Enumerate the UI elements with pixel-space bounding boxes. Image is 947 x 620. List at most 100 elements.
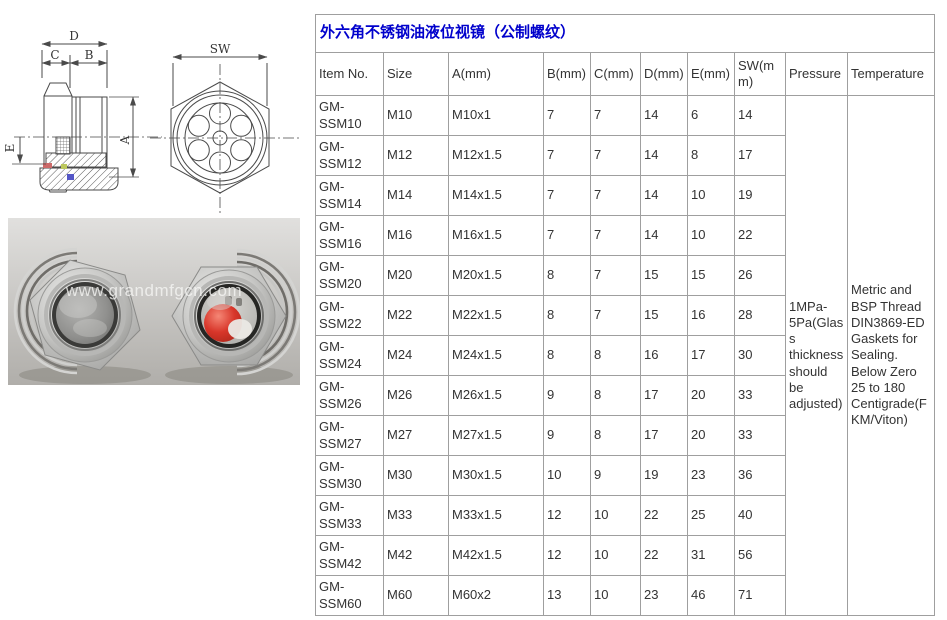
temperature-cell: Metric and BSP Thread DIN3869-ED Gaskets… bbox=[846, 95, 936, 616]
spec-cell: GM-SSM14 bbox=[315, 175, 384, 216]
spec-cell: 12 bbox=[543, 495, 591, 536]
spec-cell: 8 bbox=[590, 415, 641, 456]
spec-cell: 10 bbox=[543, 455, 591, 496]
column-header: SW(mm) bbox=[734, 52, 786, 96]
spec-cell: 8 bbox=[687, 135, 735, 176]
spec-cell: 7 bbox=[590, 255, 641, 296]
spec-cell: 20 bbox=[687, 375, 735, 416]
spec-cell: M24x1.5 bbox=[448, 335, 544, 376]
spec-cell: 7 bbox=[543, 215, 591, 256]
spec-cell: 17 bbox=[640, 415, 688, 456]
product-photo: www.grandmfgcn.com bbox=[8, 218, 300, 385]
column-header: Size bbox=[383, 52, 449, 96]
spec-cell: 16 bbox=[640, 335, 688, 376]
spec-cell: 10 bbox=[590, 495, 641, 536]
spec-cell: 7 bbox=[590, 135, 641, 176]
column-header: A(mm) bbox=[448, 52, 544, 96]
table-row: GM-SSM60 M60 M60x2 13 10 23 46 71 bbox=[315, 575, 935, 616]
column-header: B(mm) bbox=[543, 52, 591, 96]
spec-cell: 31 bbox=[687, 535, 735, 576]
spec-cell: M22x1.5 bbox=[448, 295, 544, 336]
spec-cell: 46 bbox=[687, 575, 735, 616]
spec-cell: 28 bbox=[734, 295, 786, 336]
spec-cell: 8 bbox=[590, 335, 641, 376]
spec-cell: 26 bbox=[734, 255, 786, 296]
spec-cell: M10 bbox=[383, 95, 449, 136]
table-row: GM-SSM26 M26 M26x1.5 9 8 17 20 33 bbox=[315, 375, 935, 416]
spec-cell: 25 bbox=[687, 495, 735, 536]
spec-cell: 15 bbox=[687, 255, 735, 296]
spec-cell: 10 bbox=[590, 575, 641, 616]
spec-cell: M12 bbox=[383, 135, 449, 176]
spec-cell: GM-SSM20 bbox=[315, 255, 384, 296]
spec-cell: M26 bbox=[383, 375, 449, 416]
page-title: 外六角不锈钢油液位视镜（公制螺纹） bbox=[314, 14, 936, 53]
dim-label-a: A bbox=[118, 135, 132, 145]
spec-cell: 9 bbox=[543, 415, 591, 456]
spec-cell: GM-SSM26 bbox=[315, 375, 384, 416]
spec-cell: M20 bbox=[383, 255, 449, 296]
spec-cell: M42x1.5 bbox=[448, 535, 544, 576]
spec-cell: 17 bbox=[640, 375, 688, 416]
spec-cell: GM-SSM10 bbox=[315, 95, 384, 136]
spec-cell: 8 bbox=[543, 335, 591, 376]
spec-cell: 12 bbox=[543, 535, 591, 576]
spec-cell: M27 bbox=[383, 415, 449, 456]
spec-cell: 14 bbox=[640, 135, 688, 176]
dim-label-e: E bbox=[3, 144, 17, 153]
spec-cell: 8 bbox=[543, 295, 591, 336]
spec-cell: 33 bbox=[734, 375, 786, 416]
dim-label-d: D bbox=[69, 29, 79, 43]
spec-cell: 40 bbox=[734, 495, 786, 536]
spec-cell: 14 bbox=[640, 95, 688, 136]
spec-cell: 56 bbox=[734, 535, 786, 576]
spec-cell: 9 bbox=[543, 375, 591, 416]
spec-cell: M30 bbox=[383, 455, 449, 496]
table-header-row: Item No. Size A(mm) B(mm) C(mm) D(mm) E(mm) SW(… bbox=[315, 52, 936, 96]
spec-cell: 10 bbox=[590, 535, 641, 576]
spec-cell: 15 bbox=[640, 295, 688, 336]
spec-cell: M60 bbox=[383, 575, 449, 616]
spec-cell: 30 bbox=[734, 335, 786, 376]
table-row: GM-SSM27 M27 M27x1.5 9 8 17 20 33 bbox=[315, 415, 935, 456]
table-row: GM-SSM42 M42 M42x1.5 12 10 22 31 56 bbox=[315, 535, 935, 576]
sight-glass-right bbox=[165, 248, 300, 384]
spec-cell: 7 bbox=[590, 215, 641, 256]
column-header: Pressure bbox=[785, 52, 848, 96]
spec-table-body: GM-SSM10 M10 M10x1 7 7 14 6 14 1MPa-5Pa(Glass th… bbox=[315, 95, 936, 616]
table-row: GM-SSM10 M10 M10x1 7 7 14 6 14 1MPa-5Pa(Glass th… bbox=[315, 95, 936, 616]
spec-cell: 7 bbox=[543, 135, 591, 176]
spec-cell: 23 bbox=[687, 455, 735, 496]
technical-drawing: D C B E A SW bbox=[3, 29, 302, 213]
spec-cell: 16 bbox=[687, 295, 735, 336]
spec-cell: M30x1.5 bbox=[448, 455, 544, 496]
dim-label-c: C bbox=[50, 48, 59, 62]
spec-cell: 10 bbox=[687, 175, 735, 216]
spec-cell: 6 bbox=[687, 95, 735, 136]
spec-cell: GM-SSM24 bbox=[315, 335, 384, 376]
spec-cell: GM-SSM22 bbox=[315, 295, 384, 336]
table-row: GM-SSM30 M30 M30x1.5 10 9 19 23 36 bbox=[315, 455, 935, 496]
spec-cell: 10 bbox=[687, 215, 735, 256]
spec-cell: 20 bbox=[687, 415, 735, 456]
spec-cell: 17 bbox=[687, 335, 735, 376]
spec-cell: M26x1.5 bbox=[448, 375, 544, 416]
spec-cell: 8 bbox=[543, 255, 591, 296]
column-header: C(mm) bbox=[590, 52, 641, 96]
spec-cell: 9 bbox=[590, 455, 641, 496]
spec-cell: 7 bbox=[590, 95, 641, 136]
spec-cell: 8 bbox=[590, 375, 641, 416]
spec-cell: 19 bbox=[640, 455, 688, 496]
spec-cell: GM-SSM33 bbox=[315, 495, 384, 536]
spec-cell: M20x1.5 bbox=[448, 255, 544, 296]
spec-cell: 22 bbox=[640, 495, 688, 536]
spec-cell: GM-SSM30 bbox=[315, 455, 384, 496]
spec-cell: 17 bbox=[734, 135, 786, 176]
spec-cell: 7 bbox=[543, 95, 591, 136]
spec-cell: M27x1.5 bbox=[448, 415, 544, 456]
table-row: GM-SSM22 M22 M22x1.5 8 7 15 16 28 bbox=[315, 295, 935, 336]
spec-cell: GM-SSM60 bbox=[315, 575, 384, 616]
spec-cell: 7 bbox=[590, 295, 641, 336]
spec-cell: 36 bbox=[734, 455, 786, 496]
spec-cell: M14 bbox=[383, 175, 449, 216]
